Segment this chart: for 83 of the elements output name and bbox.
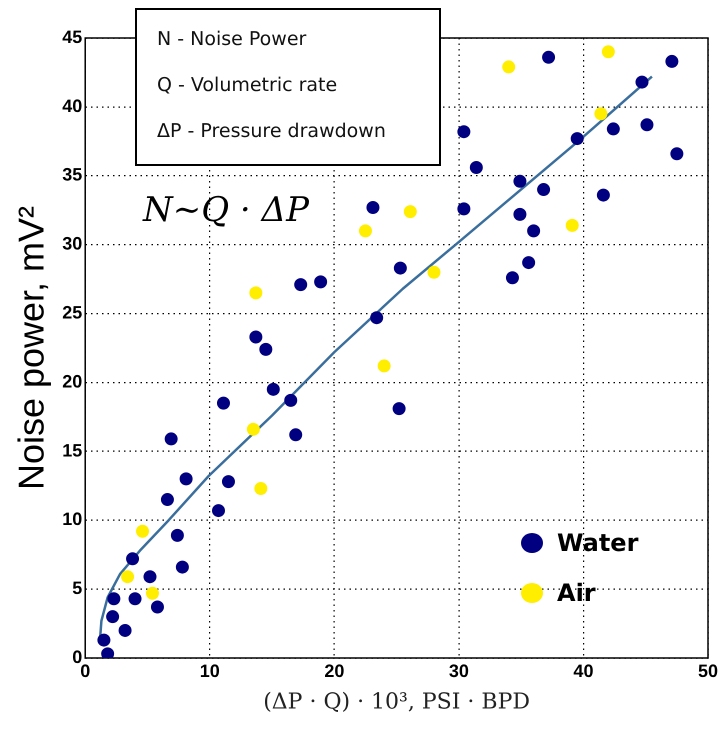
point <box>118 624 132 637</box>
point <box>602 45 615 58</box>
point <box>176 560 189 574</box>
point <box>160 493 174 506</box>
y-tick-label: 20 <box>62 371 82 392</box>
x-tick-label: 30 <box>448 660 469 681</box>
point <box>266 382 280 396</box>
point <box>216 396 230 410</box>
point <box>594 107 608 120</box>
point <box>570 132 584 146</box>
point <box>542 50 556 64</box>
point <box>126 552 140 566</box>
y-tick-label: 0 <box>72 646 82 667</box>
point <box>254 482 268 496</box>
y-tick-label: 15 <box>62 440 82 460</box>
point <box>249 330 262 344</box>
x-tick-label: 10 <box>200 660 220 681</box>
annotation: ΔP - Pressure drawdown <box>157 119 387 144</box>
point <box>259 342 272 356</box>
point <box>606 122 620 136</box>
point <box>404 205 417 218</box>
y-tick-label: 30 <box>62 234 82 254</box>
x-tick-label: 40 <box>573 660 594 681</box>
point <box>121 570 134 584</box>
point <box>146 586 159 600</box>
y-tick-label: 35 <box>62 164 82 185</box>
point <box>164 432 178 446</box>
y-tick-label: 10 <box>62 509 82 530</box>
point <box>366 200 380 214</box>
point <box>566 218 579 232</box>
point <box>97 634 110 647</box>
point <box>470 161 483 174</box>
point <box>128 592 142 606</box>
point <box>537 183 550 196</box>
y-tick-label: 45 <box>62 26 82 47</box>
legend-label: Water <box>557 529 638 557</box>
point <box>596 188 610 202</box>
point <box>457 202 470 216</box>
point <box>143 570 156 584</box>
point <box>670 147 684 160</box>
point <box>294 278 308 292</box>
point <box>457 125 470 138</box>
annotation: N - Noise Power <box>157 27 308 52</box>
point <box>284 394 298 407</box>
point <box>106 610 120 624</box>
point <box>502 60 516 74</box>
y-tick-label: 5 <box>72 578 82 598</box>
point <box>522 256 536 270</box>
point <box>289 428 302 442</box>
y-tick-label: 40 <box>62 96 82 116</box>
x-tick-label: 50 <box>698 660 718 681</box>
point <box>101 647 114 658</box>
point <box>513 208 526 221</box>
point <box>513 174 526 188</box>
point <box>180 472 193 486</box>
point <box>107 592 120 606</box>
legend-label: Air <box>557 579 596 607</box>
point <box>246 422 260 436</box>
point <box>249 286 262 300</box>
point <box>358 224 372 238</box>
point <box>527 224 540 238</box>
y-tick-label: 25 <box>62 302 82 323</box>
x-axis-title: (ΔP · Q) · 10³, PSI · BPD <box>263 690 530 715</box>
point <box>394 262 407 275</box>
point <box>170 528 184 542</box>
point <box>314 275 328 288</box>
point <box>150 600 164 614</box>
y-axis-title: Noise power, mV² <box>10 206 52 490</box>
point <box>370 311 384 324</box>
point <box>640 118 654 132</box>
note-box: N - Noise Power Q - Volumetric rate ΔP - Pressure drawdown <box>135 8 441 166</box>
point <box>392 402 406 416</box>
point <box>427 266 440 279</box>
point <box>506 271 519 284</box>
annotation: N∼Q · ΔP <box>143 190 309 230</box>
point <box>212 504 225 518</box>
point <box>665 54 678 68</box>
annotation: Q - Volumetric rate <box>157 73 338 98</box>
point <box>222 475 235 488</box>
point <box>635 76 648 89</box>
point <box>378 359 391 372</box>
point <box>136 524 150 538</box>
x-tick-label: 20 <box>324 660 344 681</box>
